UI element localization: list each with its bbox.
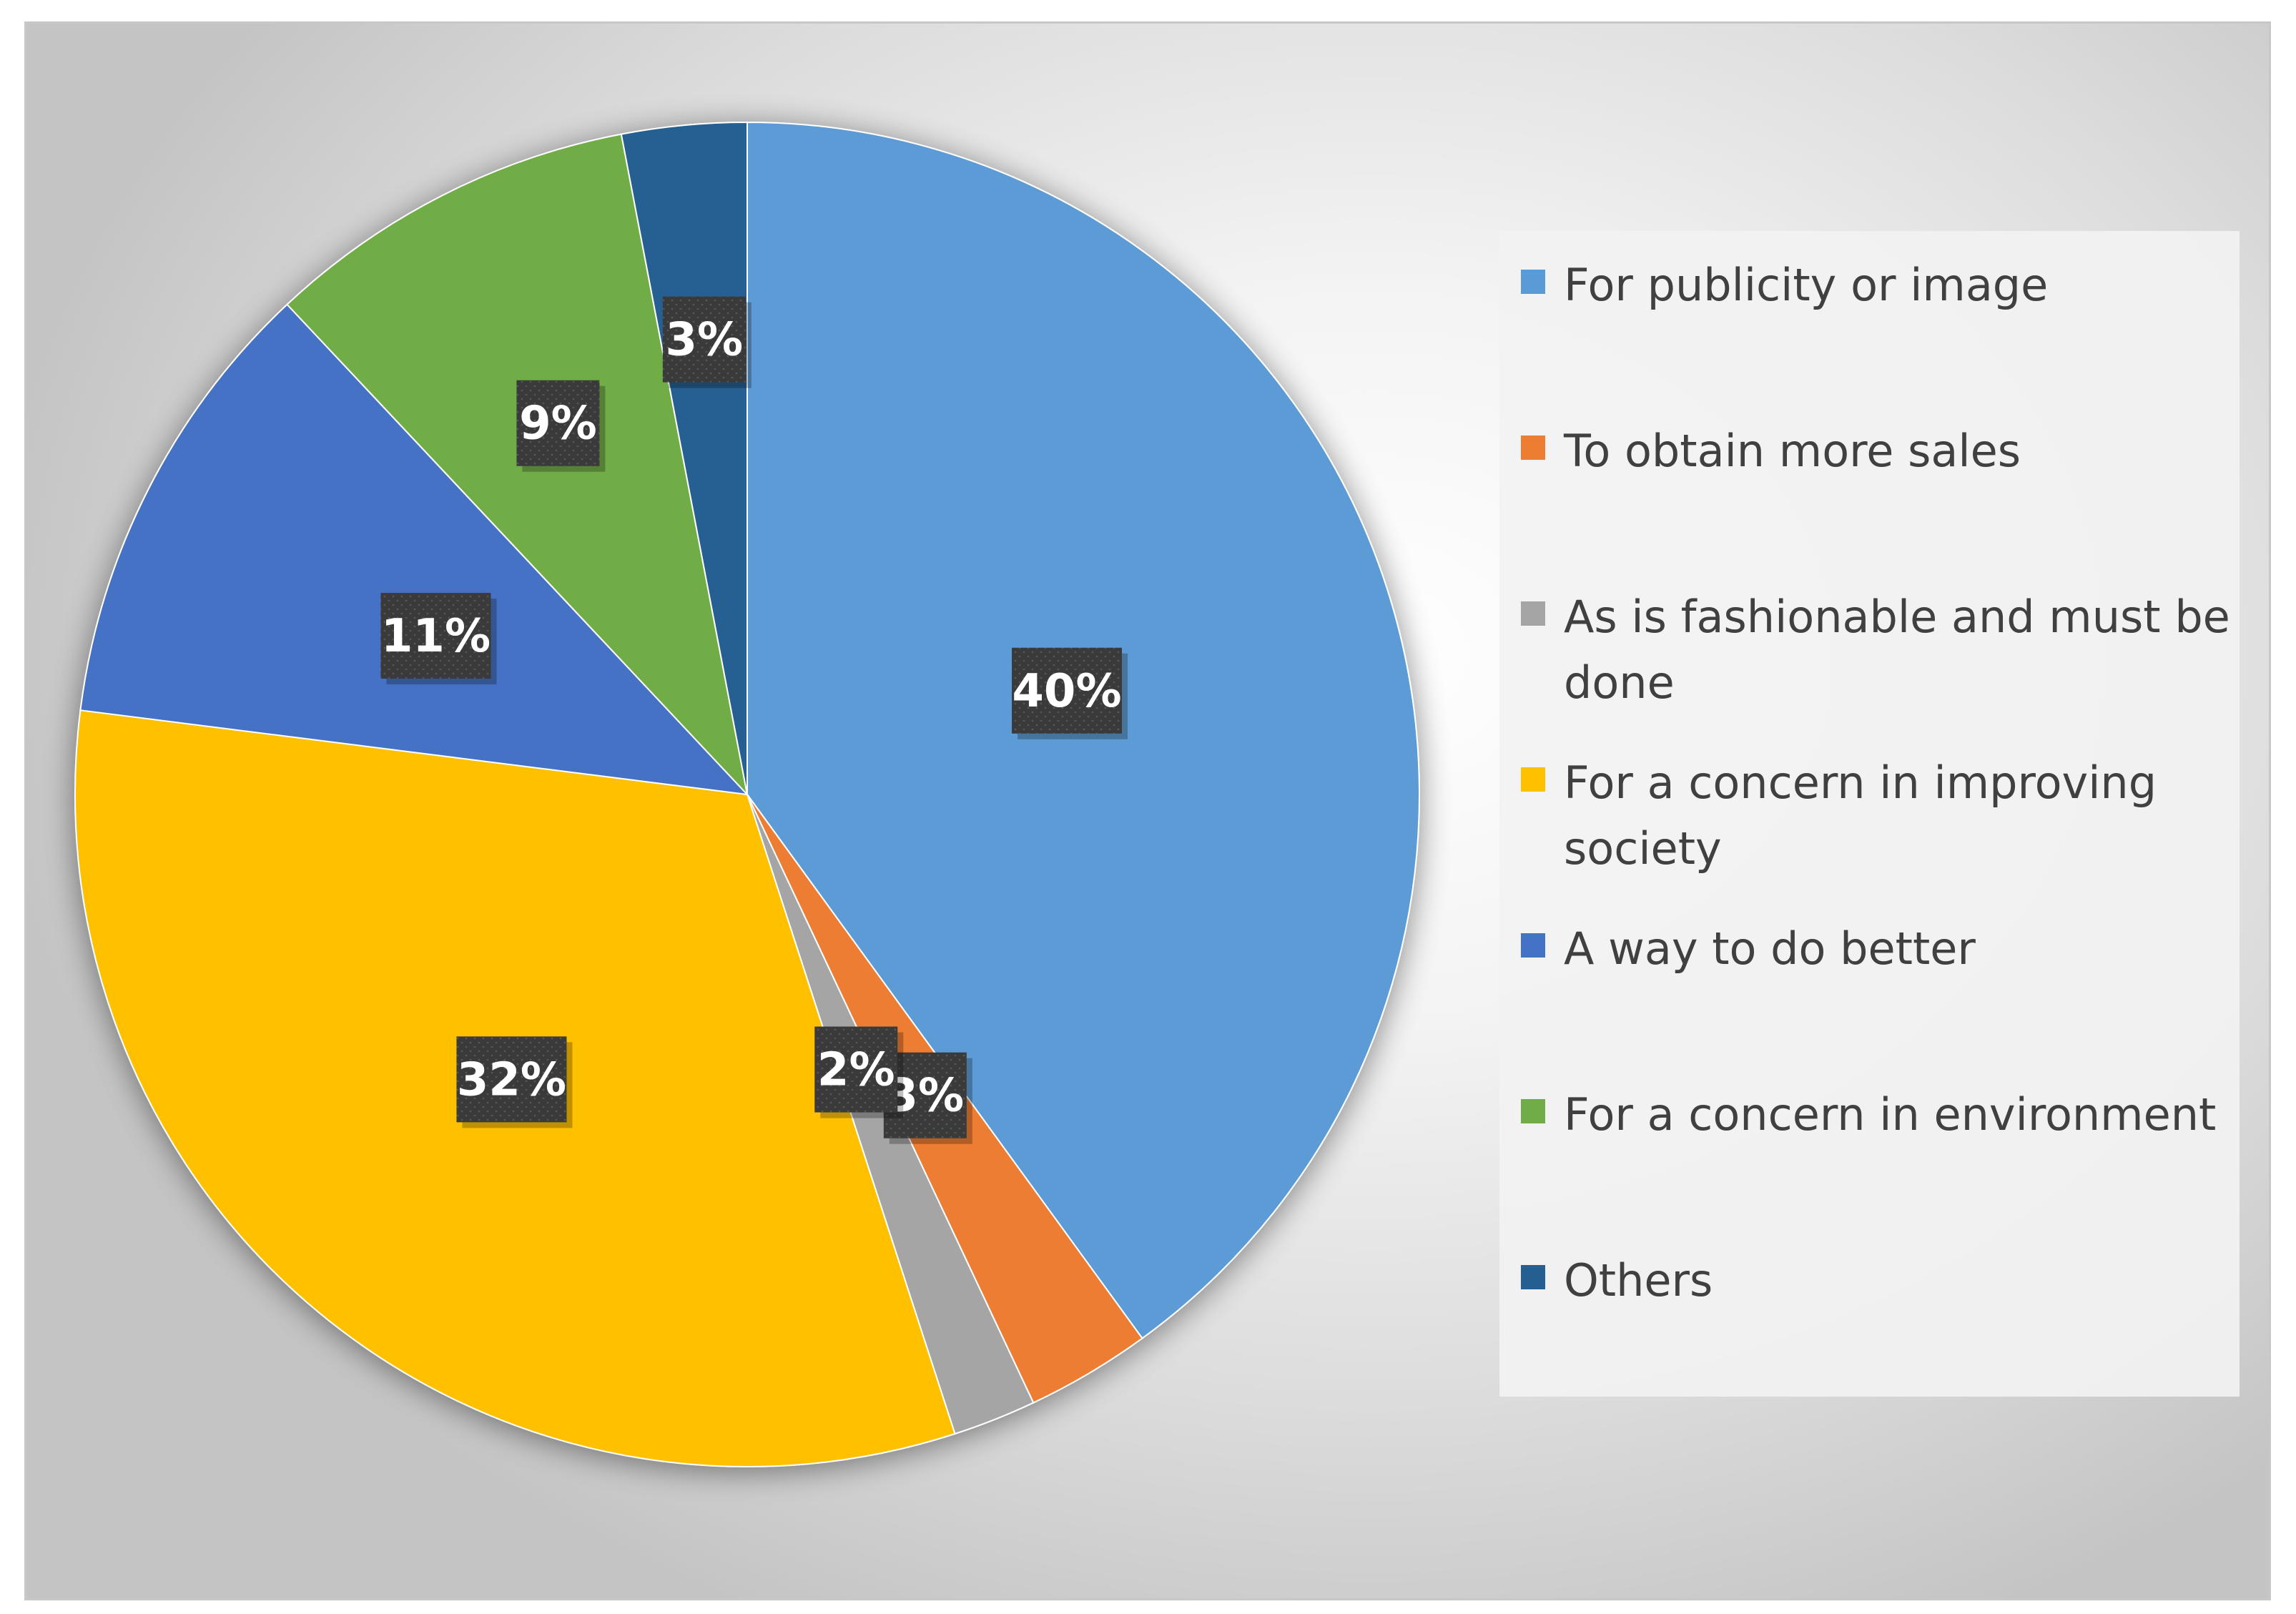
- legend-item-as-is-fashionable-and-must-be-done[interactable]: As is fashionable and must be done: [1521, 584, 2236, 716]
- data-label-text: 3%: [666, 314, 744, 367]
- legend-swatch: [1521, 767, 1545, 792]
- data-label-for-a-concern-in-environment: 9%: [516, 380, 606, 472]
- legend-swatch: [1521, 601, 1545, 626]
- data-label-text: 32%: [457, 1053, 566, 1106]
- legend-swatch: [1521, 436, 1545, 460]
- data-label-for-a-concern-in-improving-society: 32%: [456, 1036, 573, 1128]
- chart-area: 40% 3% 2% 32% 11% 9% 3% For publicity or image…: [24, 21, 2271, 1600]
- legend-item-for-a-concern-in-improving-society[interactable]: For a concern in improving society: [1521, 750, 2236, 882]
- legend-item-others[interactable]: Others: [1521, 1248, 2236, 1314]
- data-label-text: 3%: [886, 1070, 964, 1123]
- pie-chart: 40%3%2%32%11%9%3%: [74, 121, 1421, 1467]
- legend-label: A way to do better: [1564, 922, 1976, 975]
- legend-item-to-obtain-more-sales[interactable]: To obtain more sales: [1521, 418, 2236, 484]
- legend-item-for-a-concern-in-environment[interactable]: For a concern in environment: [1521, 1082, 2236, 1148]
- data-label-text: 9%: [519, 398, 597, 451]
- data-label-text: 2%: [817, 1044, 895, 1097]
- data-label-a-way-to-do-better: 11%: [380, 593, 497, 685]
- pie-slice-a-way-to-do-better[interactable]: [79, 303, 749, 796]
- legend-label: To obtain more sales: [1564, 425, 2021, 477]
- data-label-as-is-fashionable-and-must-be-done: 2%: [814, 1026, 904, 1118]
- legend-label: For publicity or image: [1564, 259, 2049, 311]
- legend-swatch: [1521, 1099, 1545, 1123]
- data-label-others: 3%: [662, 296, 752, 388]
- legend-swatch: [1521, 270, 1545, 294]
- legend: For publicity or image To obtain more sal…: [1499, 231, 2240, 1397]
- data-label-to-obtain-more-sales: 3%: [883, 1052, 972, 1144]
- pie-slice-others[interactable]: [620, 121, 748, 795]
- legend-label: For a concern in improving society: [1564, 757, 2157, 875]
- legend-item-for-publicity-or-image[interactable]: For publicity or image: [1521, 252, 2236, 318]
- legend-label: As is fashionable and must be done: [1564, 591, 2230, 709]
- data-label-text: 40%: [1012, 665, 1121, 718]
- legend-label: Others: [1564, 1254, 1713, 1307]
- legend-label: For a concern in environment: [1564, 1088, 2217, 1141]
- legend-item-a-way-to-do-better[interactable]: A way to do better: [1521, 916, 2236, 982]
- data-label-for-publicity-or-image: 40%: [1011, 647, 1128, 739]
- legend-swatch: [1521, 1265, 1545, 1289]
- legend-swatch: [1521, 933, 1545, 958]
- data-label-text: 11%: [381, 610, 491, 663]
- pie-data-labels: 40%3%2%32%11%9%3%: [380, 296, 1128, 1144]
